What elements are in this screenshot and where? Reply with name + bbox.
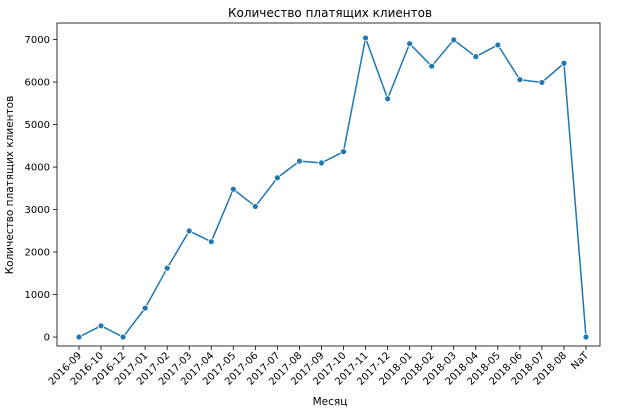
data-point <box>582 333 590 341</box>
data-point <box>340 148 347 156</box>
data-point <box>538 79 546 86</box>
y-axis-label: Количество платящих клиентов <box>4 96 16 275</box>
series-line <box>78 37 587 338</box>
series-layer <box>75 34 590 341</box>
chart-title: Количество платящих клиентов <box>228 6 432 20</box>
x-tick-label: NaT <box>569 350 591 372</box>
data-point <box>384 95 392 103</box>
data-point <box>428 62 436 70</box>
data-point <box>362 34 369 42</box>
data-point <box>516 76 524 84</box>
data-point <box>472 53 480 61</box>
y-tick-label: 7000 <box>25 35 50 46</box>
y-tick-label: 5000 <box>25 120 50 131</box>
data-point <box>141 304 149 312</box>
data-point <box>406 40 414 48</box>
data-point <box>450 36 458 44</box>
data-point <box>494 41 502 49</box>
data-point <box>251 203 259 210</box>
data-point <box>185 227 193 235</box>
x-axis-label: Месяц <box>313 396 348 408</box>
y-tick-label: 4000 <box>25 163 50 174</box>
y-tick-label: 0 <box>44 333 50 344</box>
data-point <box>119 333 127 341</box>
y-tick-label: 2000 <box>25 248 50 259</box>
x-axis: 2016-092016-102016-122017-012017-022017-… <box>47 346 592 388</box>
y-tick-label: 6000 <box>25 78 50 89</box>
data-point <box>97 322 105 330</box>
data-point <box>163 264 171 272</box>
data-point <box>318 159 325 167</box>
data-point <box>273 174 281 182</box>
y-tick-label: 3000 <box>25 205 50 216</box>
data-point <box>207 238 215 246</box>
y-tick-label: 1000 <box>25 290 50 301</box>
data-point <box>229 185 237 193</box>
y-axis: 0 1000 2000 3000 4000 5000 6000 7000 <box>25 35 57 344</box>
data-point <box>560 59 568 67</box>
data-point <box>75 333 83 341</box>
plot-area <box>56 22 601 347</box>
data-point <box>296 157 303 165</box>
